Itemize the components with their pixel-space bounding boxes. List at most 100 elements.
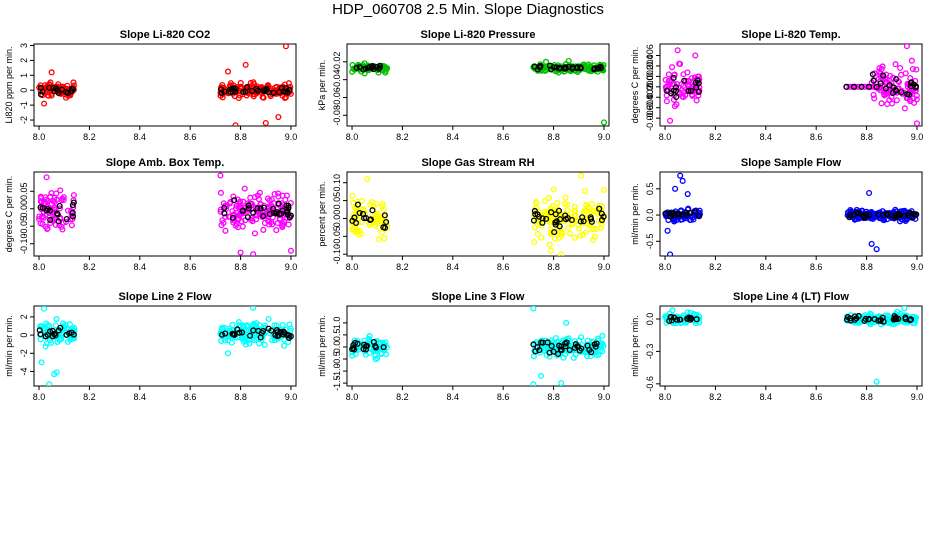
data-point (60, 194, 67, 201)
y-tick-label: -0.02 (332, 52, 342, 73)
y-tick-label: 1 (19, 73, 29, 78)
y-tick-label: 0 (19, 88, 29, 93)
x-tick-label: 8.4 (760, 262, 773, 272)
data-point (286, 334, 293, 341)
data-point (577, 65, 584, 72)
data-point (531, 207, 538, 215)
x-tick-label: 8.4 (447, 262, 460, 272)
data-point (218, 89, 225, 97)
data-point (876, 65, 883, 72)
y-tick-label: 2 (19, 58, 29, 63)
panels-group: Slope Li-820 CO2 8.0 8.2 8.4 8.6 8.8 9.0 -2 -1 0 1… (4, 29, 923, 402)
data-point (663, 98, 670, 105)
data-point (550, 186, 557, 193)
data-point (238, 329, 246, 336)
data-point (68, 88, 75, 95)
x-tick-label: 8.0 (346, 132, 359, 142)
x-tick-label: 8.4 (134, 262, 147, 272)
data-point (226, 213, 233, 220)
x-tick-label: 8.6 (184, 262, 197, 272)
data-point (381, 212, 388, 219)
panel-title: Slope Li-820 CO2 (120, 29, 210, 41)
panel-9: Slope Line 4 (LT) Flow 8.0 8.2 8.4 8.6 8.8 9.0… (630, 291, 923, 402)
data-point (372, 356, 379, 363)
data-point (221, 204, 228, 211)
x-tick-label: 8.6 (497, 132, 510, 142)
panel-title: Slope Li-820 Temp. (741, 29, 840, 41)
x-tick-label: 8.2 (396, 132, 409, 142)
data-point (587, 353, 594, 360)
data-point (873, 83, 880, 90)
data-point (664, 87, 671, 94)
data-point (47, 193, 54, 200)
data-point (870, 77, 877, 84)
data-point (246, 332, 254, 339)
data-point (880, 72, 887, 79)
data-point (37, 204, 44, 211)
y-tick-label: 0.5 (645, 183, 655, 196)
data-point (70, 79, 77, 86)
data-point (382, 67, 389, 74)
data-point (275, 200, 282, 207)
x-tick-label: 9.0 (911, 132, 924, 142)
data-point (591, 341, 598, 348)
panel-1: Slope Li-820 CO2 8.0 8.2 8.4 8.6 8.8 9.0 -2 -1 0 1… (4, 29, 297, 142)
data-point (286, 321, 293, 328)
data-point (866, 211, 873, 218)
data-point (870, 212, 877, 219)
data-point (70, 199, 77, 206)
data-point (883, 210, 891, 217)
points-group (349, 306, 607, 386)
data-point (243, 84, 250, 91)
data-point (234, 196, 241, 203)
data-point (866, 189, 873, 197)
data-point (379, 203, 386, 210)
points-group (349, 172, 608, 256)
data-point (563, 339, 570, 346)
data-point (861, 317, 868, 324)
data-point (585, 67, 592, 74)
data-point (36, 213, 43, 220)
x-tick-label: 8.4 (760, 132, 773, 142)
data-point (379, 200, 386, 207)
data-point (674, 47, 681, 54)
y-tick-label: 0.006 (645, 44, 655, 67)
data-point (265, 315, 272, 323)
plot-frame (659, 43, 923, 127)
y-tick-label: -0.6 (645, 376, 655, 392)
data-point (378, 229, 386, 236)
y-axis-label: ml/min per min. (630, 315, 640, 377)
data-point (372, 342, 379, 350)
data-point (684, 81, 691, 88)
y-axis-label: ml/min per min. (4, 315, 14, 377)
data-point (356, 209, 363, 217)
points-group (662, 44, 921, 126)
data-point (684, 69, 691, 76)
data-point (38, 198, 45, 206)
data-point (681, 215, 688, 222)
data-point (571, 234, 578, 241)
data-point (245, 336, 252, 343)
data-point (233, 209, 240, 216)
data-point (219, 217, 226, 224)
data-point (595, 65, 602, 72)
data-point (217, 92, 224, 99)
data-point (59, 226, 66, 233)
data-point (68, 222, 75, 229)
data-point (222, 330, 229, 337)
data-point (542, 58, 550, 65)
x-tick-label: 8.2 (709, 132, 722, 142)
data-point (873, 246, 880, 253)
data-point (599, 332, 606, 339)
y-tick-label: -4 (19, 367, 29, 375)
y-tick-label: -0.3 (645, 344, 655, 360)
data-point (257, 334, 264, 341)
data-point (685, 87, 692, 94)
data-point (593, 351, 600, 358)
data-point (907, 83, 915, 90)
data-point (351, 214, 358, 221)
y-tick-label: 0.05 (19, 182, 29, 200)
y-tick-label: -0.04 (332, 69, 342, 90)
data-point (349, 192, 356, 199)
data-point (221, 337, 229, 344)
